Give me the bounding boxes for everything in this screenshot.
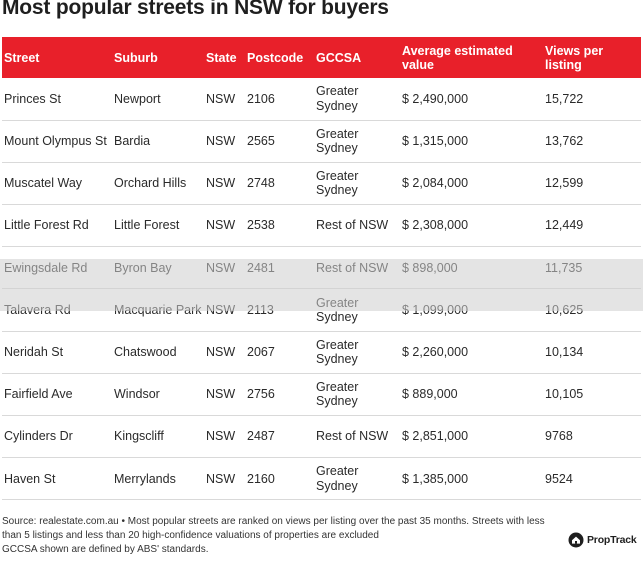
table-cell: Chatswood [114,344,177,359]
table-cell: NSW [206,91,236,106]
column-header: Postcode [247,50,304,65]
table-cell: 2538 [247,218,275,233]
table-cell: 12,599 [545,176,584,191]
table-row: Ewingsdale Rd Byron Bay NSW 2481 Rest of NSW… [2,247,641,289]
table-cell: $ 2,490,000 [402,91,469,106]
footer: Source: realestate.com.au • Most popular… [2,515,562,557]
table-cell: 15,722 [545,91,584,106]
table-row: Muscatel Way Orchard Hills NSW 2748 Greater … [2,162,641,205]
proptrack-logo: PropTrack [568,532,637,548]
table-cell: Greater Sydney [316,464,359,493]
table-cell: NSW [206,387,236,402]
table-cell: $ 889,000 [402,387,458,402]
column-header: Suburb [114,50,158,65]
table-cell: 13,762 [545,134,584,149]
table-row: Talavera Rd Macquarie Park NSW 2113 Greater … [2,289,641,332]
streets-table: Street Suburb State Postcode GCCSA Average es… [2,37,641,500]
table-row: Little Forest Rd Little Forest NSW 2538 Rest… [2,205,641,247]
table-cell: Haven St [4,471,56,486]
table-cell: NSW [206,176,236,191]
table-cell: NSW [206,344,236,359]
table-cell: Muscatel Way [4,176,83,191]
table-cell: Greater Sydney [316,379,359,409]
table-cell: $ 2,851,000 [402,429,469,444]
table-cell: Bardia [114,134,151,149]
table-cell: 12,449 [545,218,584,233]
table-cell: Kingscliff [114,429,164,444]
table-cell: 10,134 [545,344,584,359]
table-cell: NSW [206,302,236,317]
table-cell: Greater Sydney [316,84,359,113]
page-title: Most popular streets in NSW for buyers [2,0,389,19]
table-cell: Mount Olympus St [4,134,107,149]
table-cell: $ 1,315,000 [402,134,469,149]
table-row: Princes St Newport NSW 2106 Greater Sydney $ … [2,78,641,121]
gccsa-note: GCCSA shown are defined by ABS' standard… [2,544,209,555]
table-cell: Neridah St [4,344,64,359]
table-cell: NSW [206,218,236,233]
table-row: Cylinders Dr Kingscliff NSW 2487 Rest of NSW… [2,416,641,458]
table-cell: NSW [206,260,236,275]
logo-text: PropTrack [587,534,637,546]
table-cell: Windsor [114,387,160,402]
table-cell: Greater Sydney [316,168,359,198]
table-cell: Rest of NSW [316,218,389,233]
table-cell: 10,625 [545,302,584,317]
table-cell: $ 898,000 [402,260,458,275]
table-header-row: Street Suburb State Postcode GCCSA Average es… [2,37,641,78]
table-cell: 9768 [545,429,573,444]
table-cell: Macquarie Park [114,302,202,317]
table-cell: 2160 [247,471,275,486]
table-cell: 2565 [247,134,275,149]
table-cell: NSW [206,429,236,444]
column-header: GCCSA [316,50,362,65]
table-row: Neridah St Chatswood NSW 2067 Greater Sydney… [2,331,641,374]
table-row: Haven St Merrylands NSW 2160 Greater Sydney $… [2,458,641,500]
column-header: Average estimated value [402,43,513,72]
table-cell: 2106 [247,91,275,106]
table-cell: 10,105 [545,387,584,402]
table-row: Fairfield Ave Windsor NSW 2756 Greater Sydne… [2,373,641,416]
table-cell: NSW [206,134,236,149]
table-cell: Greater Sydney [316,126,359,156]
table-cell: $ 2,260,000 [402,344,469,359]
table-cell: 2487 [247,429,275,444]
column-header: Views per listing [545,43,604,72]
source-note: Source: realestate.com.au • Most popular… [2,516,545,541]
table-body: Princes St Newport NSW 2106 Greater Sydney $ … [2,78,641,500]
table-cell: Byron Bay [114,260,172,275]
table-cell: Ewingsdale Rd [4,260,88,275]
table-cell: Little Forest Rd [4,218,89,233]
table-cell: Rest of NSW [316,260,389,275]
table-cell: Merrylands [114,471,176,486]
table-cell: $ 1,099,000 [402,302,469,317]
table-cell: Talavera Rd [4,302,71,317]
table-cell: $ 1,385,000 [402,471,469,486]
table-cell: 2067 [247,344,275,359]
table-cell: Greater Sydney [316,337,359,367]
table-cell: 11,735 [545,260,583,275]
table-cell: 2756 [247,387,275,402]
table-cell: Rest of NSW [316,429,389,444]
table-cell: Cylinders Dr [4,429,73,444]
table-row: Mount Olympus St Bardia NSW 2565 Greater Syd… [2,120,641,163]
table-cell: Orchard Hills [114,176,187,191]
table-cell: Little Forest [114,218,180,233]
table-cell: $ 2,084,000 [402,176,469,191]
table-cell: $ 2,308,000 [402,218,469,233]
column-header: State [206,50,237,65]
table-cell: 2481 [247,260,275,275]
table-cell: Princes St [4,91,61,106]
column-header: Street [4,50,40,65]
table-cell: Fairfield Ave [4,387,73,402]
table-cell: 2748 [247,176,275,191]
table-cell: Newport [114,91,161,106]
table-cell: 2113 [247,302,274,317]
table-cell: 9524 [545,471,573,486]
table-cell: NSW [206,471,236,486]
house-icon [568,532,584,548]
table-cell: Greater Sydney [316,295,359,325]
